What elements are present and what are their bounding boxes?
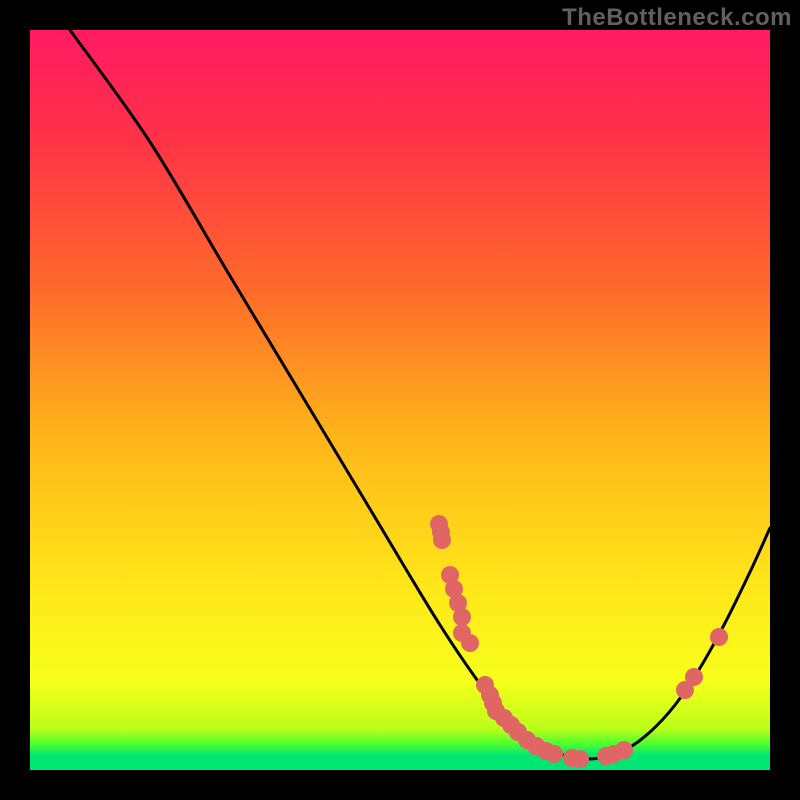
- chart-frame: TheBottleneck.com: [0, 0, 800, 800]
- data-dot: [461, 634, 479, 652]
- data-dot: [615, 741, 633, 759]
- data-dot: [433, 531, 451, 549]
- data-dots: [430, 515, 728, 768]
- data-dot: [710, 628, 728, 646]
- data-dot: [685, 668, 703, 686]
- bottleneck-curve: [70, 30, 770, 759]
- curve-layer: [30, 30, 770, 770]
- data-dot: [571, 750, 589, 768]
- data-dot: [545, 745, 563, 763]
- watermark-label: TheBottleneck.com: [562, 4, 792, 32]
- plot-area: [30, 30, 770, 770]
- data-dot: [453, 608, 471, 626]
